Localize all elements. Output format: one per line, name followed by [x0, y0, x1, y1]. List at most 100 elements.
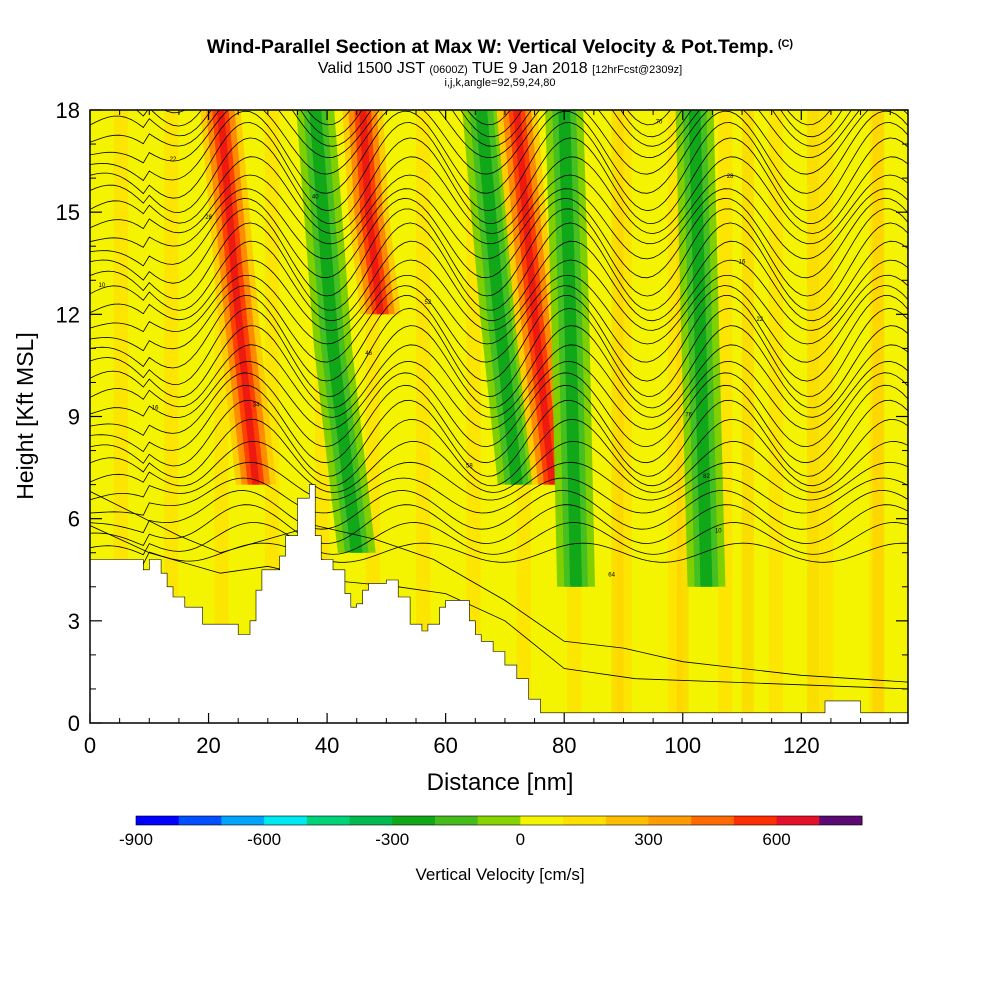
updraft-band-core	[513, 110, 556, 485]
colorbar: -900 -600 -300 0 300 600	[119, 815, 863, 849]
field-moderate-band	[611, 110, 624, 723]
isentrope-line	[90, 491, 908, 683]
field-moderate-band	[676, 110, 689, 723]
isentrope-line	[90, 137, 908, 225]
x-tick-label: 40	[315, 733, 339, 758]
colorbar-bin	[733, 816, 778, 825]
x-tick-label: 0	[84, 733, 96, 758]
contour-label: 28	[727, 174, 734, 180]
isentrope-line	[90, 188, 908, 260]
isentrope-line	[90, 399, 908, 477]
field-moderate-band	[742, 110, 754, 723]
x-tick-label: 100	[664, 733, 701, 758]
colorbar-bin	[392, 816, 436, 825]
contour-label: 70	[656, 120, 663, 126]
y-tick-label: 0	[68, 711, 80, 736]
colorbar-bin	[264, 816, 308, 825]
contour-label: 46	[365, 351, 372, 357]
axes: 0 20 40 60 80 100 120 0 3 6 9 12 15 18	[56, 98, 908, 758]
contour-label: 76	[685, 413, 692, 419]
isentrope-line	[90, 489, 908, 534]
terrain	[90, 484, 908, 723]
colorbar-frame	[135, 815, 863, 826]
field-weak-band	[416, 110, 431, 723]
colorbar-bin	[477, 816, 521, 825]
contour-label: 58	[466, 464, 473, 470]
y-tick-label: 3	[68, 609, 80, 634]
isentrope-line	[90, 110, 852, 147]
isentrope-line	[90, 259, 908, 331]
chart-title-text: Wind-Parallel Section at Max W: Vertical…	[206, 36, 774, 58]
contour-label: 64	[608, 573, 615, 579]
contour-label: 22	[756, 317, 763, 323]
colorbar-bin	[434, 816, 479, 825]
colorbar-bin	[178, 816, 222, 825]
contour-label: 34	[253, 402, 260, 408]
colorbar-bin	[605, 816, 649, 825]
isentrope-line	[90, 360, 908, 430]
isentrope-line	[90, 525, 908, 690]
colorbar-bin	[306, 816, 351, 825]
colorbar-bin	[349, 816, 393, 825]
isentrope-line	[90, 174, 908, 245]
isentrope-line	[90, 504, 908, 547]
isentrope-line	[90, 197, 908, 279]
y-axis-label: Height [Kft MSL]	[12, 332, 38, 499]
contour-label: 16	[152, 406, 159, 412]
isentrope-line	[90, 274, 908, 345]
isentrope-line	[90, 461, 908, 501]
colorbar-tick-label: 600	[762, 830, 790, 849]
field-weak-band	[768, 110, 783, 723]
isentrope-line	[90, 156, 908, 235]
isentrope-line	[90, 418, 908, 487]
valid-time-utc: (0600Z)	[429, 64, 468, 76]
x-tick-label: 20	[196, 733, 220, 758]
isentrope-line	[90, 208, 908, 297]
y-tick-label: 15	[56, 200, 80, 225]
colorbar-tick-label: -600	[247, 830, 281, 849]
contour-label: 40	[312, 195, 319, 201]
x-tick-label: 120	[783, 733, 820, 758]
colorbar-bin	[221, 816, 265, 825]
field-moderate-band	[872, 110, 885, 723]
colorbar-bin	[648, 816, 692, 825]
isentrope-line	[90, 477, 908, 516]
contour-label: 28	[205, 215, 212, 221]
isentrope-line	[90, 110, 861, 159]
contour-label: 52	[425, 300, 432, 306]
isentrope-line	[90, 240, 908, 322]
colorbar-bin	[691, 816, 735, 825]
contour-label: 16	[739, 259, 746, 265]
field-weak-band	[819, 110, 834, 723]
isentrope-line	[135, 110, 843, 138]
colorbar-bin	[520, 816, 564, 825]
colorbar-tick-label: 300	[634, 830, 662, 849]
x-tick-label: 80	[552, 733, 576, 758]
downdraft-band-inner	[558, 110, 582, 587]
y-tick-label: 9	[68, 405, 80, 430]
chart-title: Wind-Parallel Section at Max W: Vertical…	[0, 36, 1000, 59]
isentrope-line	[90, 222, 908, 311]
isentrope-line	[90, 344, 908, 418]
colorbar-tick-label: -900	[119, 830, 153, 849]
updraft-band-core	[359, 110, 384, 315]
isentrope-line	[90, 372, 908, 448]
contour-label: 22	[170, 157, 177, 163]
x-axis-label: Distance [nm]	[427, 769, 574, 796]
chart-subtitle: Valid 1500 JST (0600Z) TUE 9 Jan 2018 [1…	[0, 60, 1000, 78]
contour-label: 10	[99, 283, 106, 289]
colorbar-bin	[776, 816, 820, 825]
x-tick-label: 60	[433, 733, 457, 758]
contour-label: 82	[703, 474, 710, 480]
colorbar-title: Vertical Velocity [cm/s]	[415, 865, 584, 884]
isentrope-line	[90, 110, 908, 194]
isentrope-line	[90, 122, 908, 212]
isentrope-line	[90, 384, 908, 464]
colorbar-bin	[819, 816, 863, 825]
downdraft-band-inner	[688, 110, 713, 587]
y-tick-label: 6	[68, 507, 80, 532]
colorbar-tick-label: -300	[375, 830, 409, 849]
isentrope-line	[163, 110, 831, 126]
downdraft-band-inner	[309, 110, 363, 553]
